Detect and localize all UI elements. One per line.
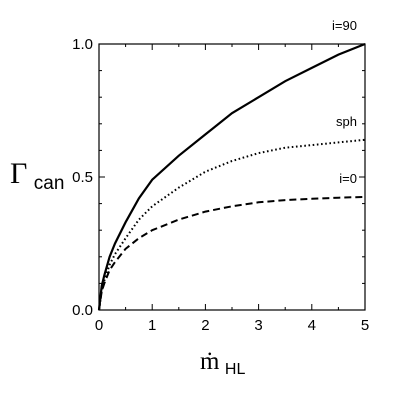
x-axis-label-sub: HL — [225, 361, 246, 378]
y-axis-label-sub: can — [34, 173, 65, 194]
x-tick-label-0: 0 — [95, 317, 103, 334]
series-line-sph — [98, 138, 366, 311]
x-tick-label-4: 4 — [308, 317, 316, 334]
series — [97, 42, 366, 311]
tick-labels: 0 1 2 3 4 5 0.0 0.5 1.0 — [72, 36, 369, 334]
y-tick-label-1: 1.0 — [72, 36, 93, 53]
x-tick-label-5: 5 — [361, 317, 369, 334]
plot-frame — [98, 43, 366, 311]
x-tick-label-1: 1 — [148, 317, 156, 334]
series-labels: i=90 sph i=0 — [332, 18, 357, 186]
y-tick-label-0-5: 0.5 — [72, 169, 93, 186]
series-line-i-90 — [97, 42, 366, 311]
x-axis-label-main: ṁ — [200, 348, 220, 375]
series-line-i-0 — [98, 195, 366, 311]
series-label-sph: sph — [336, 114, 357, 129]
x-tick-label-2: 2 — [201, 317, 209, 334]
y-tick-label-0: 0.0 — [72, 302, 93, 319]
y-axis-label-main: Γ — [10, 157, 27, 190]
series-label-i-0: i=0 — [339, 171, 357, 186]
y-axis-label: Γ can — [10, 157, 64, 194]
ticks — [98, 43, 366, 311]
x-tick-label-3: 3 — [254, 317, 262, 334]
series-label-i-90: i=90 — [332, 18, 357, 33]
x-axis-label: ṁ HL — [200, 348, 245, 378]
